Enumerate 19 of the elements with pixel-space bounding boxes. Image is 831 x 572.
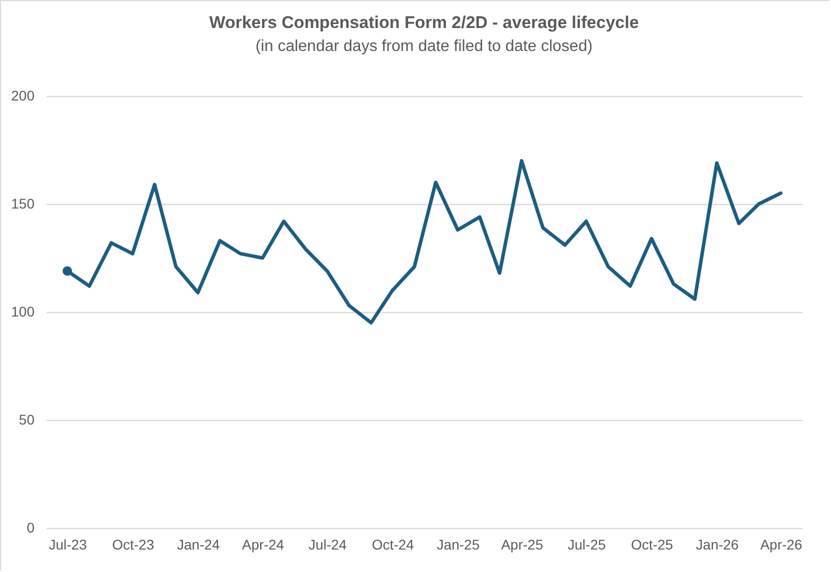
x-tick-label: Oct-23 [112,536,154,552]
x-tick-label: Jul-24 [308,536,347,552]
x-tick-label: Jan-26 [696,536,739,552]
y-tick-label: 200 [11,88,35,104]
y-tick-label: 0 [26,520,35,536]
x-tick-label: Oct-24 [372,536,414,552]
chart-title: Workers Compensation Form 2/2D - average lifecycle [209,13,639,32]
chart-subtitle: (in calendar days from date filed to date closed) [255,38,593,55]
x-tick-label: Jan-24 [177,536,220,552]
x-tick-label: Apr-25 [501,536,544,552]
x-tick-label: Jul-23 [48,536,88,552]
x-tick-label: Apr-26 [760,536,802,552]
x-tick-label: Jan-25 [436,536,480,552]
x-tick-label: Oct-25 [631,536,674,552]
x-tick-label: Apr-24 [242,536,284,552]
y-tick-label: 100 [11,304,35,320]
y-tick-label: 50 [18,412,35,428]
y-tick-label: 150 [11,196,35,212]
x-tick-label: Jul-25 [568,536,606,552]
